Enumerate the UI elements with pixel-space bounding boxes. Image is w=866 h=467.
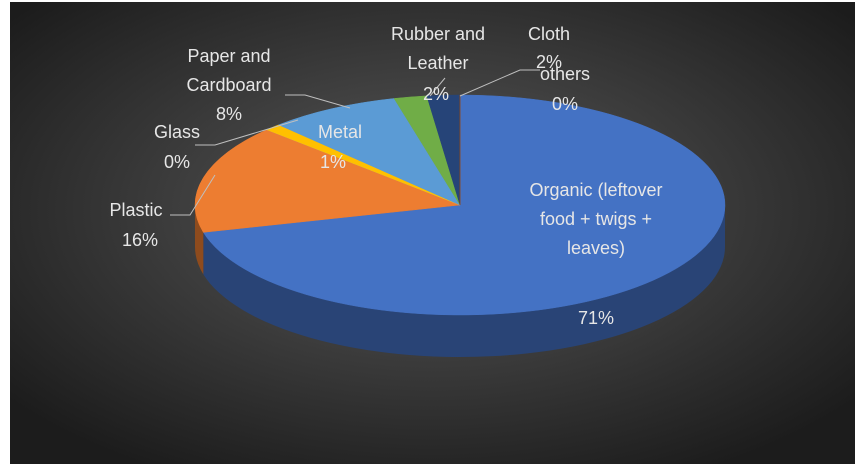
slice-side	[195, 205, 204, 275]
value-label: 2%	[422, 84, 449, 104]
value-label: 2%	[535, 52, 562, 72]
value-label: 0%	[163, 152, 190, 172]
category-label: Paper and Cardboard	[186, 46, 272, 95]
slice-side	[203, 205, 726, 358]
leader-lines	[170, 69, 540, 216]
leader-line	[429, 77, 446, 97]
category-label: Cloth	[527, 24, 571, 44]
category-label: Rubber and Leather	[390, 24, 486, 73]
value-label: 8%	[215, 104, 242, 124]
value-label: 0%	[551, 94, 578, 114]
slice	[202, 94, 726, 316]
category-label: Plastic	[109, 200, 163, 220]
leader-line	[170, 174, 216, 216]
leader-line	[195, 119, 299, 146]
leader-line	[459, 69, 540, 97]
category-label: Organic (leftover food + twigs + leaves)	[529, 180, 663, 258]
leader-line	[285, 94, 351, 109]
category-label: Metal	[317, 122, 362, 142]
value-label: 16%	[121, 230, 159, 250]
value-label: 1%	[319, 152, 346, 172]
category-label: Glass	[153, 122, 200, 142]
slice	[194, 129, 461, 233]
category-label: others	[539, 64, 591, 84]
value-label: 71%	[577, 308, 615, 328]
slice	[277, 98, 461, 206]
